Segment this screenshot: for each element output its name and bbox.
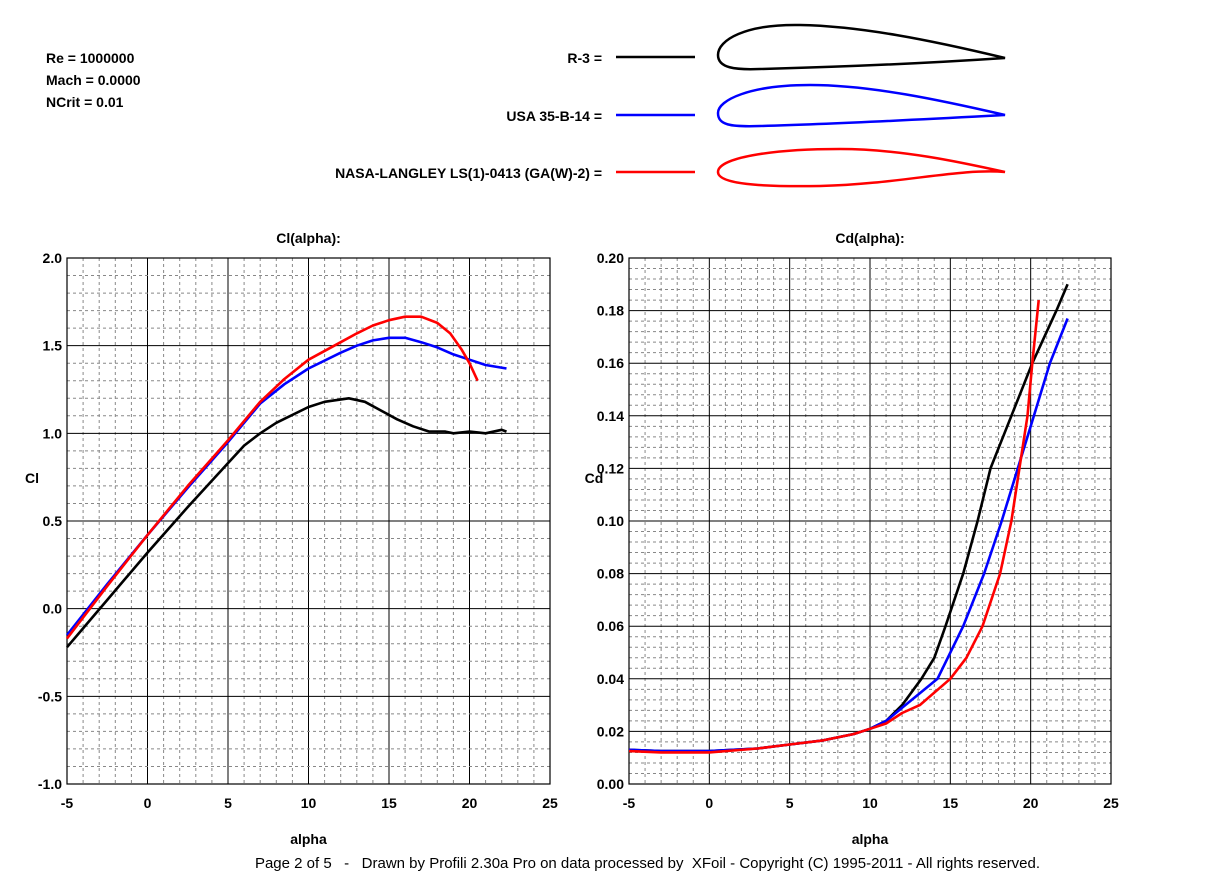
- x-tick-label: 5: [224, 795, 232, 811]
- y-tick-label: 0.08: [597, 566, 624, 582]
- x-tick-label: 15: [943, 795, 959, 811]
- x-tick-label: -5: [61, 795, 74, 811]
- y-tick-label: 0.06: [597, 618, 624, 634]
- chart-title: Cl(alpha):: [276, 230, 341, 246]
- cd-chart: -5 0 5 10 15 20 25 0.00 0.02 0.04 0.06 0.08 0.10 0.12…: [585, 230, 1119, 847]
- x-tick-label: 10: [301, 795, 317, 811]
- y-tick-label: 2.0: [43, 250, 63, 266]
- x-tick-label: 25: [1103, 795, 1119, 811]
- x-tick-label: -5: [623, 795, 636, 811]
- x-axis-label: alpha: [852, 831, 889, 847]
- chart-title: Cd(alpha):: [835, 230, 904, 246]
- y-axis-label: Cl: [25, 470, 39, 486]
- legend: R-3 = USA 35-B-14 = NASA-LANGLEY LS(1)-0…: [335, 23, 1006, 188]
- y-tick-label: 0.0: [43, 601, 63, 617]
- y-tick-label: 0.02: [597, 723, 624, 739]
- plot-frame: [66, 257, 551, 785]
- y-tick-label: -0.5: [38, 688, 62, 704]
- y-tick-label: 0.10: [597, 513, 624, 529]
- airfoil-shape-usa35b14: [716, 83, 1006, 128]
- cl-chart: -5 0 5 10 15 20 25 -1.0 -0.5 0.0 0.5 1.0 1.5 2.0 Cl(al…: [25, 230, 558, 847]
- y-tick-label: 0.18: [597, 303, 624, 319]
- y-tick-label: 0.16: [597, 355, 624, 371]
- x-tick-label: 20: [1023, 795, 1039, 811]
- x-axis-label: alpha: [290, 831, 327, 847]
- footer-text: Page 2 of 5 - Drawn by Profili 2.30a Pro…: [254, 855, 1041, 872]
- y-tick-label: 0.14: [597, 408, 624, 424]
- legend-label-r3: R-3 =: [567, 50, 602, 66]
- y-tick-label: 0.04: [597, 671, 624, 687]
- y-tick-label: -1.0: [38, 776, 62, 792]
- x-tick-label: 15: [381, 795, 397, 811]
- legend-label-usa35b14: USA 35-B-14 =: [506, 108, 602, 124]
- x-tick-label: 25: [542, 795, 558, 811]
- legend-label-nasa-langley: NASA-LANGLEY LS(1)-0413 (GA(W)-2) =: [335, 165, 602, 181]
- plot-frame: [628, 257, 1112, 785]
- y-axis-label: Cd: [585, 470, 604, 486]
- cl-series-nasa-langley-ls-1-0413-ga-w-2: [65, 315, 479, 640]
- mach-number: Mach = 0.0000: [46, 72, 141, 88]
- x-tick-label: 10: [862, 795, 878, 811]
- reynolds-number: Re = 1000000: [46, 50, 135, 66]
- airfoil-shape-r3: [716, 23, 1006, 71]
- cd-series-usa-35-b-14: [628, 318, 1069, 753]
- y-tick-label: 1.5: [43, 338, 63, 354]
- ncrit-value: NCrit = 0.01: [46, 94, 124, 110]
- x-tick-label: 0: [144, 795, 152, 811]
- airfoil-shape-nasa-langley: [716, 147, 1006, 188]
- y-tick-label: 0.5: [43, 513, 63, 529]
- y-tick-label: 0.12: [597, 460, 624, 476]
- y-tick-label: 1.0: [43, 425, 63, 441]
- cd-series-nasa-langley-ls-1-0413-ga-w-2: [628, 299, 1040, 754]
- y-tick-label: 0.00: [597, 776, 624, 792]
- x-tick-label: 0: [705, 795, 713, 811]
- x-tick-label: 5: [786, 795, 794, 811]
- x-tick-label: 20: [462, 795, 478, 811]
- y-tick-label: 0.20: [597, 250, 624, 266]
- cl-series-r-3: [66, 397, 507, 649]
